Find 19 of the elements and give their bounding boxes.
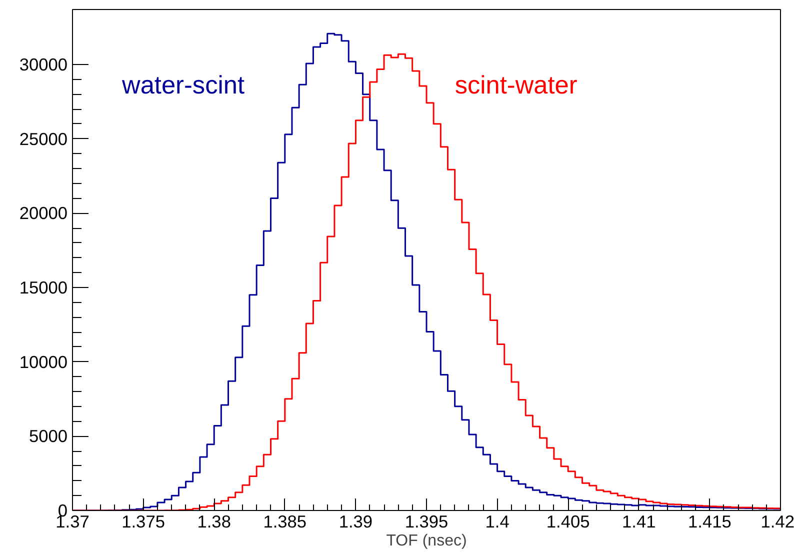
x-tick-label: 1.395 xyxy=(404,512,448,532)
x-tick-label: 1.39 xyxy=(338,512,373,532)
series-label: scint-water xyxy=(454,72,578,100)
x-tick-label: 1.41 xyxy=(622,512,656,532)
y-tick-label: 25000 xyxy=(19,128,68,149)
x-tick-label: 1.415 xyxy=(688,512,732,532)
y-tick-label: 5000 xyxy=(28,426,68,446)
x-tick-label: 1.4 xyxy=(485,512,510,532)
x-tick-label: 1.405 xyxy=(546,512,590,532)
y-tick-label: 20000 xyxy=(19,203,68,224)
x-tick-label: 1.385 xyxy=(263,512,307,532)
y-tick-label: 30000 xyxy=(19,54,68,75)
y-tick-label: 10000 xyxy=(19,352,68,372)
x-axis-title: TOF (nsec) xyxy=(386,532,467,550)
x-tick-label: 1.375 xyxy=(122,512,165,532)
x-tick-label: 1.42 xyxy=(760,512,794,532)
x-tick-label: 1.38 xyxy=(197,512,231,532)
y-tick-label: 15000 xyxy=(19,278,68,298)
series-label: water-scint xyxy=(121,72,245,100)
